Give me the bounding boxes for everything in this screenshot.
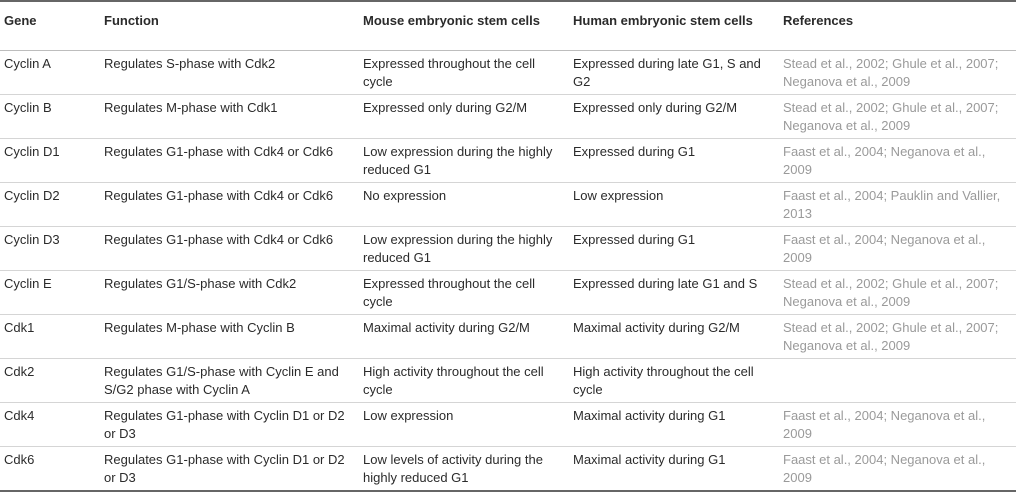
table-row: Cdk2 Regulates G1/S-phase with Cyclin E … (0, 359, 1016, 403)
table-row: Cdk6 Regulates G1-phase with Cyclin D1 o… (0, 447, 1016, 491)
function-cell: Regulates S-phase with Cdk2 (104, 56, 276, 71)
references-cell: Faast et al., 2004; Neganova et al., 200… (783, 232, 986, 265)
gene-cell: Cdk6 (4, 452, 35, 467)
gene-cell: Cyclin B (4, 100, 52, 115)
mouse-cell: High activity throughout the cell cycle (363, 364, 544, 397)
header-human-esc: Human embryonic stem cells (573, 13, 753, 28)
references-cell: Stead et al., 2002; Ghule et al., 2007; … (783, 56, 999, 89)
human-cell: Maximal activity during G2/M (573, 320, 740, 335)
references-cell: Faast et al., 2004; Neganova et al., 200… (783, 144, 986, 177)
gene-cell: Cdk1 (4, 320, 35, 335)
mouse-cell: Expressed throughout the cell cycle (363, 56, 535, 89)
human-cell: Expressed during G1 (573, 144, 696, 159)
mouse-cell: Low expression during the highly reduced… (363, 144, 553, 177)
human-cell: Expressed only during G2/M (573, 100, 738, 115)
references-cell: Stead et al., 2002; Ghule et al., 2007; … (783, 320, 999, 353)
mouse-cell: Expressed only during G2/M (363, 100, 528, 115)
human-cell: Maximal activity during G1 (573, 408, 726, 423)
gene-cell: Cdk4 (4, 408, 35, 423)
gene-cell: Cyclin E (4, 276, 52, 291)
mouse-cell: Low expression during the highly reduced… (363, 232, 553, 265)
function-cell: Regulates G1/S-phase with Cyclin E and S… (104, 364, 339, 397)
mouse-cell: Low levels of activity during the highly… (363, 452, 543, 485)
references-cell: Faast et al., 2004; Neganova et al., 200… (783, 408, 986, 441)
table-row: Cdk4 Regulates G1-phase with Cyclin D1 o… (0, 403, 1016, 447)
table-row: Cyclin D1 Regulates G1-phase with Cdk4 o… (0, 139, 1016, 183)
references-cell: Stead et al., 2002; Ghule et al., 2007; … (783, 100, 999, 133)
gene-cell: Cyclin D1 (4, 144, 60, 159)
gene-cell: Cdk2 (4, 364, 35, 379)
table-row: Cyclin E Regulates G1/S-phase with Cdk2 … (0, 271, 1016, 315)
references-cell: Faast et al., 2004; Pauklin and Vallier,… (783, 188, 1001, 221)
function-cell: Regulates G1-phase with Cyclin D1 or D2 … (104, 408, 345, 441)
references-cell: Stead et al., 2002; Ghule et al., 2007; … (783, 276, 999, 309)
function-cell: Regulates G1/S-phase with Cdk2 (104, 276, 297, 291)
function-cell: Regulates G1-phase with Cdk4 or Cdk6 (104, 232, 334, 247)
table-row: Cyclin D2 Regulates G1-phase with Cdk4 o… (0, 183, 1016, 227)
function-cell: Regulates M-phase with Cyclin B (104, 320, 295, 335)
header-mouse-esc: Mouse embryonic stem cells (363, 13, 541, 28)
mouse-cell: No expression (363, 188, 447, 203)
gene-cell: Cyclin D2 (4, 188, 60, 203)
human-cell: Expressed during late G1, S and G2 (573, 56, 761, 89)
mouse-cell: Maximal activity during G2/M (363, 320, 530, 335)
human-cell: Expressed during late G1 and S (573, 276, 758, 291)
references-cell (783, 359, 1016, 403)
human-cell: Low expression (573, 188, 664, 203)
references-cell: Faast et al., 2004; Neganova et al., 200… (783, 452, 986, 485)
function-cell: Regulates M-phase with Cdk1 (104, 100, 278, 115)
human-cell: Expressed during G1 (573, 232, 696, 247)
function-cell: Regulates G1-phase with Cdk4 or Cdk6 (104, 144, 334, 159)
header-references: References (783, 13, 854, 28)
function-cell: Regulates G1-phase with Cyclin D1 or D2 … (104, 452, 345, 485)
mouse-cell: Expressed throughout the cell cycle (363, 276, 535, 309)
table-row: Cyclin B Regulates M-phase with Cdk1 Exp… (0, 95, 1016, 139)
table-row: Cyclin A Regulates S-phase with Cdk2 Exp… (0, 51, 1016, 95)
header-function: Function (104, 13, 159, 28)
gene-cell: Cyclin D3 (4, 232, 60, 247)
header-gene: Gene (4, 13, 37, 28)
table-row: Cyclin D3 Regulates G1-phase with Cdk4 o… (0, 227, 1016, 271)
human-cell: High activity throughout the cell cycle (573, 364, 754, 397)
mouse-cell: Low expression (363, 408, 454, 423)
human-cell: Maximal activity during G1 (573, 452, 726, 467)
function-cell: Regulates G1-phase with Cdk4 or Cdk6 (104, 188, 334, 203)
table-row: Cdk1 Regulates M-phase with Cyclin B Max… (0, 315, 1016, 359)
gene-cell: Cyclin A (4, 56, 51, 71)
table-header-row: Gene Function Mouse embryonic stem cells… (0, 1, 1016, 51)
